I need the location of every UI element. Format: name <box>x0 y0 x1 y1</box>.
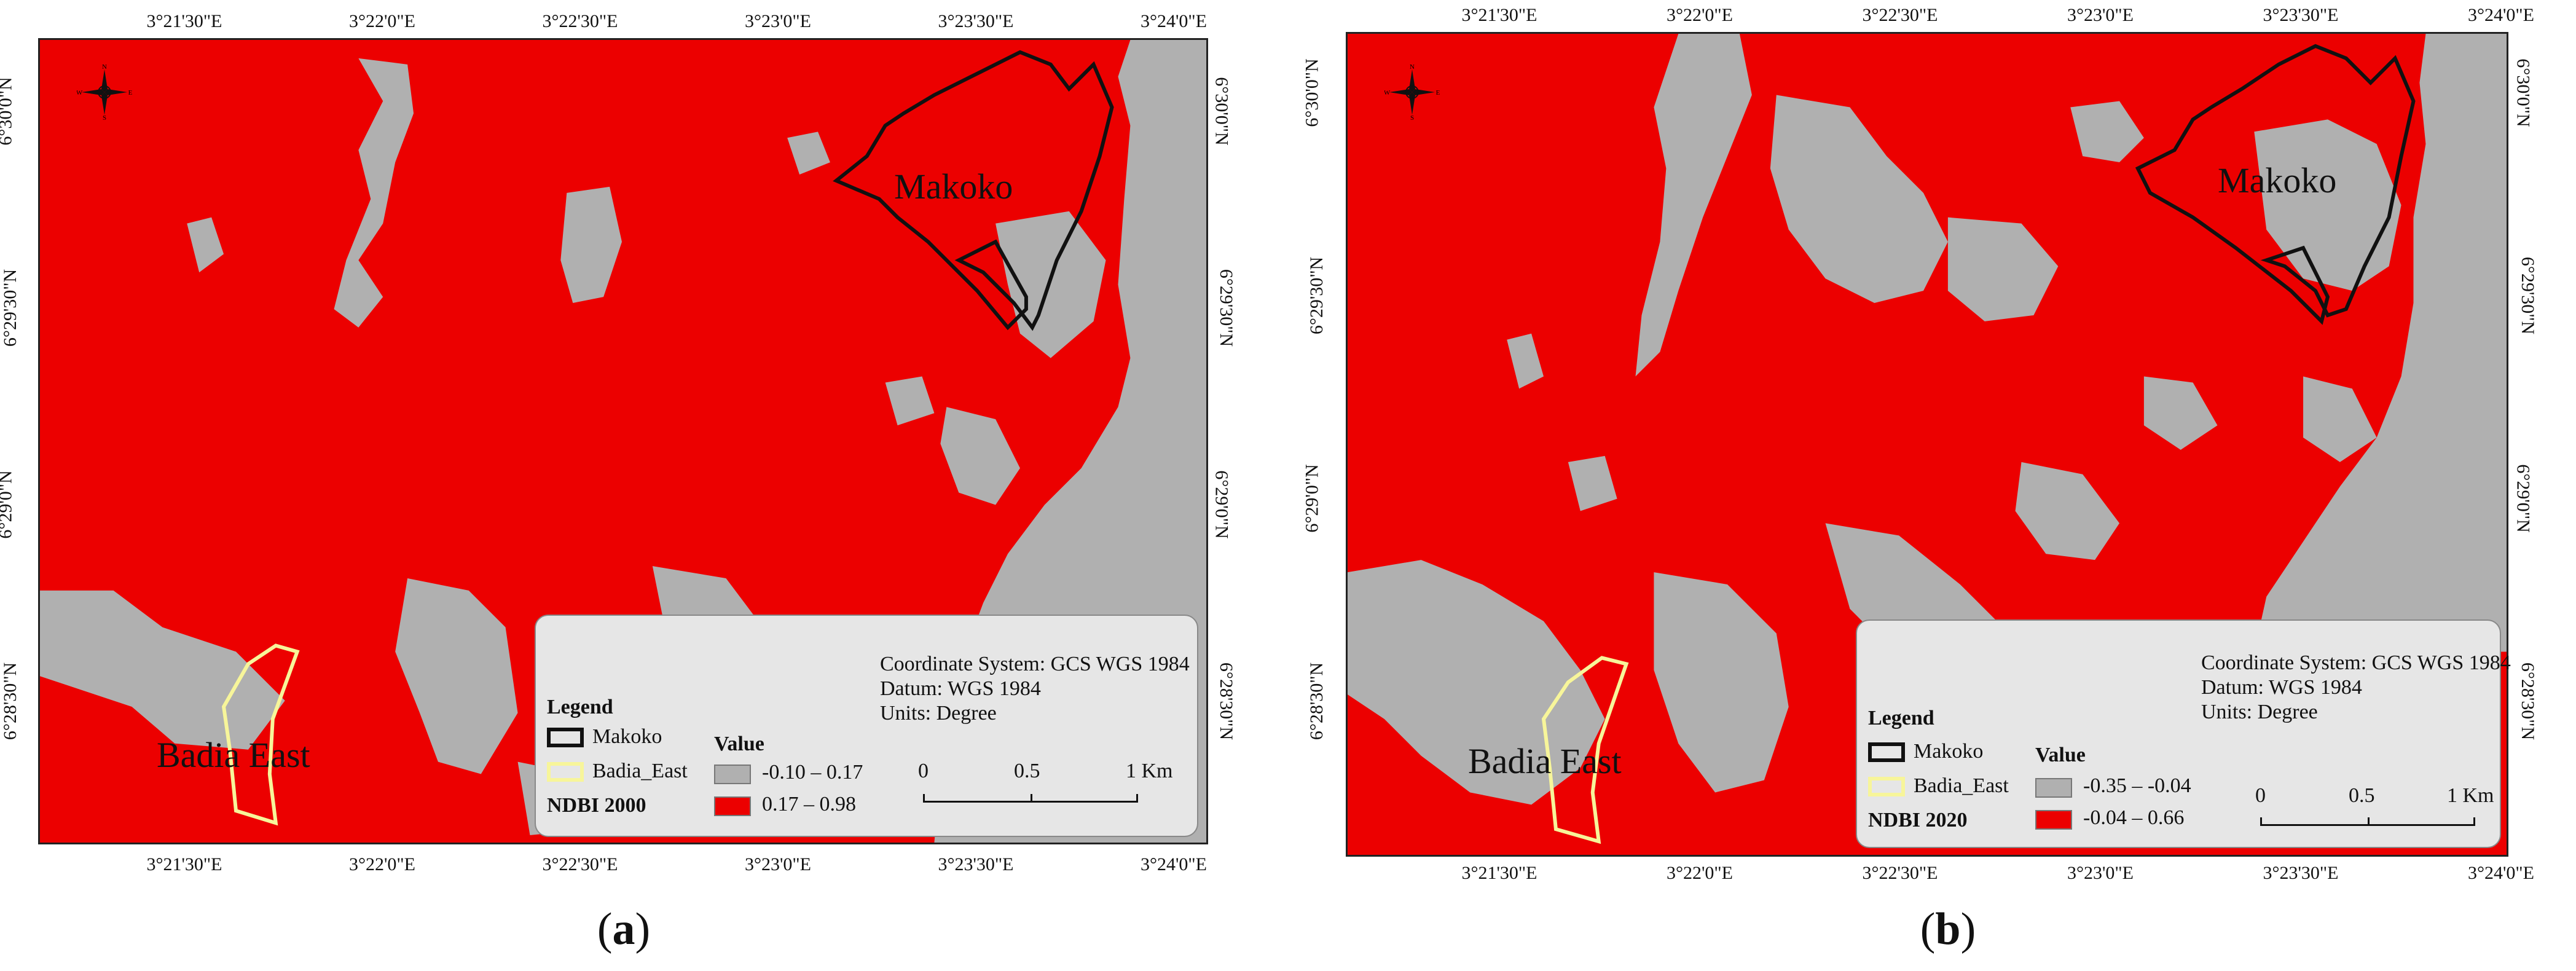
class-low-label: -0.10 – 0.17 <box>762 761 863 784</box>
tick-bottom-1: 3°21'30"E <box>146 854 222 875</box>
index-name: NDBI 2020 <box>1868 809 1968 831</box>
tick-right-4: 6°28'30"N <box>2518 662 2539 741</box>
tick-bottom-2: 3°22'0"E <box>349 854 415 875</box>
makoko-label: Makoko <box>894 167 1013 206</box>
tick-left-2: 6°29'30"N <box>0 269 21 347</box>
badia-east-label: Badia East <box>1468 741 1622 781</box>
tick-right-4: 6°28'30"N <box>1216 662 1237 741</box>
coord-system: Coordinate System: GCS WGS 1984 <box>2201 651 2511 674</box>
tick-bottom-2: 3°22'0"E <box>1667 863 1733 883</box>
tick-top-4: 3°23'0"E <box>2067 5 2134 25</box>
tick-bottom-6: 3°24'0"E <box>2468 863 2534 883</box>
scale-0: 0 <box>918 760 929 782</box>
legend-makoko: Makoko <box>592 725 662 748</box>
sub-figure-label-b: (b) <box>1920 904 1976 954</box>
badia-east-label: Badia East <box>157 735 310 775</box>
scale-0: 0 <box>2255 784 2266 807</box>
class-low-label: -0.35 – -0.04 <box>2083 774 2191 797</box>
sub-figure-label-a: (a) <box>597 904 651 954</box>
scale-bar <box>2260 817 2475 826</box>
tick-right-1: 6°30'0"N <box>2513 58 2534 127</box>
units: Units: Degree <box>2201 701 2318 723</box>
tick-top-6: 3°24'0"E <box>2468 5 2534 25</box>
tick-top-4: 3°23'0"E <box>745 11 811 31</box>
tick-right-3: 6°29'0"N <box>2513 464 2534 533</box>
legend-badia: Badia_East <box>1914 774 2009 797</box>
tick-bottom-3: 3°22'30"E <box>542 854 618 875</box>
tick-right-3: 6°29'0"N <box>1211 470 1232 539</box>
value-title: Value <box>714 733 764 755</box>
class-high-label: 0.17 – 0.98 <box>762 793 856 816</box>
tick-top-1: 3°21'30"E <box>146 11 222 31</box>
class-high-swatch <box>2035 810 2072 830</box>
compass-n: N <box>102 65 107 71</box>
map-panel-a: 3°21'30"E 3°22'0"E 3°22'30"E 3°23'0"E 3°… <box>0 0 1247 971</box>
legend-makoko: Makoko <box>1914 740 1984 763</box>
datum: Datum: WGS 1984 <box>880 677 1041 700</box>
tick-left-1: 6°30'0"N <box>0 77 16 146</box>
legend-box-b: Coordinate System: GCS WGS 1984 Datum: W… <box>1856 619 2511 848</box>
compass-e: E <box>128 89 132 96</box>
legend-title: Legend <box>547 696 613 718</box>
tick-left-4: 6°28'30"N <box>0 662 21 741</box>
tick-bottom-6: 3°24'0"E <box>1141 854 1207 875</box>
badia-swatch <box>1868 777 1905 796</box>
tick-top-3: 3°22'30"E <box>1862 5 1938 25</box>
class-high-swatch <box>714 796 751 816</box>
compass-s: S <box>103 114 106 120</box>
scale-mid: 0.5 <box>1014 760 1040 782</box>
index-name: NDBI 2000 <box>547 794 646 817</box>
tick-right-2: 6°29'30"N <box>1216 269 1237 347</box>
legend-badia: Badia_East <box>592 760 688 782</box>
value-title: Value <box>2035 744 2086 766</box>
units: Units: Degree <box>880 702 997 725</box>
compass-e: E <box>1436 89 1440 96</box>
tick-top-5: 3°23'30"E <box>2263 5 2339 25</box>
compass-n: N <box>1410 65 1415 71</box>
scale-bar <box>923 794 1138 803</box>
tick-bottom-1: 3°21'30"E <box>1461 863 1537 883</box>
legend-title: Legend <box>1868 707 1934 729</box>
tick-bottom-5: 3°23'30"E <box>938 854 1014 875</box>
map-panel-b: 3°21'30"E 3°22'0"E 3°22'30"E 3°23'0"E 3°… <box>1297 0 2576 971</box>
tick-bottom-4: 3°23'0"E <box>2067 863 2134 883</box>
scale-end: 1 Km <box>1126 760 1173 782</box>
tick-top-2: 3°22'0"E <box>1667 5 1733 25</box>
tick-top-2: 3°22'0"E <box>349 11 415 31</box>
datum: Datum: WGS 1984 <box>2201 676 2362 699</box>
tick-left-1: 6°30'0"N <box>1302 58 1322 127</box>
tick-top-3: 3°22'30"E <box>542 11 618 31</box>
tick-top-6: 3°24'0"E <box>1141 11 1207 31</box>
tick-left-3: 6°29'0"N <box>1302 464 1322 533</box>
legend-box-a: Coordinate System: GCS WGS 1984 Datum: W… <box>535 615 1198 837</box>
tick-top-1: 3°21'30"E <box>1461 5 1537 25</box>
makoko-label: Makoko <box>2218 160 2337 200</box>
tick-left-4: 6°28'30"N <box>1306 662 1327 741</box>
class-high-label: -0.04 – 0.66 <box>2083 806 2185 829</box>
tick-right-1: 6°30'0"N <box>1211 77 1232 146</box>
compass-w: W <box>77 89 83 96</box>
class-low-swatch <box>714 765 751 784</box>
tick-bottom-5: 3°23'30"E <box>2263 863 2339 883</box>
tick-left-2: 6°29'30"N <box>1306 256 1327 335</box>
north-arrow-icon: N S W E <box>77 65 132 120</box>
scale-mid: 0.5 <box>2349 784 2375 807</box>
tick-bottom-4: 3°23'0"E <box>745 854 811 875</box>
scale-end: 1 Km <box>2447 784 2494 807</box>
compass-s: S <box>1410 114 1414 120</box>
makoko-swatch <box>547 728 584 747</box>
north-arrow-icon: N S W E <box>1384 65 1440 120</box>
compass-w: W <box>1384 89 1391 96</box>
makoko-swatch <box>1868 742 1905 762</box>
coord-system: Coordinate System: GCS WGS 1984 <box>880 653 1190 675</box>
tick-bottom-3: 3°22'30"E <box>1862 863 1938 883</box>
badia-swatch <box>547 762 584 782</box>
class-low-swatch <box>2035 778 2072 798</box>
tick-left-3: 6°29'0"N <box>0 470 16 539</box>
tick-top-5: 3°23'30"E <box>938 11 1014 31</box>
tick-right-2: 6°29'30"N <box>2518 256 2539 335</box>
